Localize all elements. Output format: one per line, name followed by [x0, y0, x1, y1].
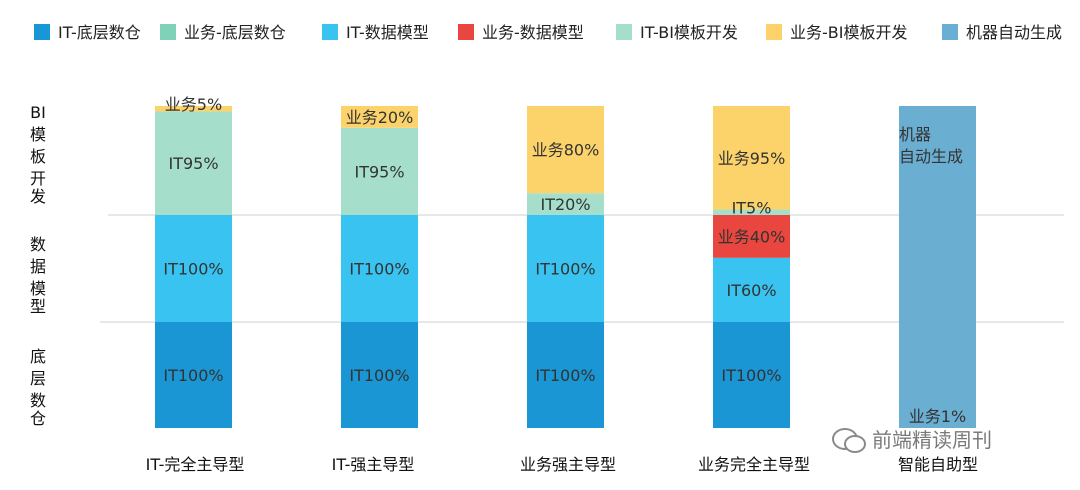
bar-segment-3-0	[713, 322, 790, 428]
legend-swatch-3	[458, 24, 474, 40]
category-label-4: 智能自助型	[898, 455, 978, 474]
bar-label-3-0: IT100%	[721, 366, 781, 385]
bar-label-0-2: IT95%	[168, 154, 218, 173]
bar-segment-1-3	[341, 106, 418, 128]
category-label-3: 业务完全主导型	[698, 455, 810, 474]
bar-segment-3-1	[713, 257, 790, 322]
band-label-0-2: 板	[30, 147, 46, 166]
legend-label-3: 业务-数据模型	[482, 23, 584, 42]
bar-label-4-1: 业务1%	[909, 407, 966, 426]
legend-swatch-4	[616, 24, 632, 40]
bar-label-2-3: 业务80%	[532, 141, 600, 160]
category-label-2: 业务强主导型	[520, 455, 616, 474]
band-label-1-0: 数	[30, 235, 46, 254]
bar-label-3-3: IT5%	[732, 199, 772, 218]
band-label-0-3: 开	[30, 169, 46, 188]
legend-swatch-0	[34, 24, 50, 40]
band-label-2-1: 层	[30, 369, 46, 388]
legend-label-5: 业务-BI模板开发	[790, 23, 907, 42]
bar-label-2-0: IT100%	[535, 366, 595, 385]
watermark: 前端精读周刊	[832, 424, 992, 453]
bar-segment-1-1	[341, 215, 418, 322]
legend-label-2: IT-数据模型	[346, 23, 429, 42]
bar-label-3-2: 业务40%	[718, 227, 786, 246]
bar-label-3-4: 业务95%	[718, 149, 786, 168]
wechat-icon	[832, 426, 866, 453]
bar-label-1-2: IT95%	[354, 162, 404, 181]
bar-label-1-0: IT100%	[349, 366, 409, 385]
bar-label-0-0: IT100%	[163, 366, 223, 385]
bar-segment-0-3	[155, 106, 232, 112]
bar-label-0-1: IT100%	[163, 260, 223, 279]
band-label-0-0: BI	[30, 103, 46, 122]
legend-swatch-5	[766, 24, 782, 40]
watermark-text: 前端精读周刊	[872, 428, 992, 452]
bar-label-2-2: IT20%	[540, 195, 590, 214]
band-label-2-0: 底	[30, 347, 46, 366]
bar-segment-1-2	[341, 127, 418, 215]
bar-segment-0-0	[155, 322, 232, 428]
category-label-1: IT-强主导型	[332, 455, 415, 474]
bar-segment-3-4	[713, 106, 790, 210]
bar-label-0-3: 业务5%	[165, 95, 222, 114]
bar-label-1-1: IT100%	[349, 260, 409, 279]
category-label-0: IT-完全主导型	[146, 455, 245, 474]
bar-label-4-0-b: 自动生成	[899, 147, 963, 166]
legend-label-6: 机器自动生成	[966, 23, 1062, 42]
band-label-1-3: 型	[30, 297, 46, 316]
legend-swatch-6	[942, 24, 958, 40]
bar-segment-4-0	[899, 106, 976, 428]
bar-segment-0-1	[155, 215, 232, 322]
band-label-2-3: 仓	[30, 409, 46, 428]
legend-swatch-1	[160, 24, 176, 40]
bar-segment-2-1	[527, 215, 604, 322]
bar-label-2-1: IT100%	[535, 260, 595, 279]
band-label-1-1: 据	[30, 257, 46, 276]
bar-segment-2-3	[527, 106, 604, 194]
bar-segment-3-2	[713, 215, 790, 258]
legend-label-4: IT-BI模板开发	[640, 23, 738, 42]
bar-segment-2-2	[527, 193, 604, 215]
bar-label-1-3: 业务20%	[346, 108, 414, 127]
legend-label-1: 业务-底层数仓	[184, 23, 286, 42]
bar-segment-2-0	[527, 322, 604, 428]
band-label-1-2: 模	[30, 279, 46, 298]
legend-swatch-2	[322, 24, 338, 40]
bar-label-4-0-a: 机器	[899, 125, 931, 144]
bar-segment-0-2	[155, 111, 232, 215]
bar-label-3-1: IT60%	[726, 281, 776, 300]
band-label-2-2: 数	[30, 391, 46, 410]
bar-segment-1-0	[341, 322, 418, 428]
band-label-0-1: 模	[30, 125, 46, 144]
legend-label-0: IT-底层数仓	[58, 23, 141, 42]
bar-segment-3-3	[713, 209, 790, 215]
band-label-0-4: 发	[30, 187, 46, 206]
